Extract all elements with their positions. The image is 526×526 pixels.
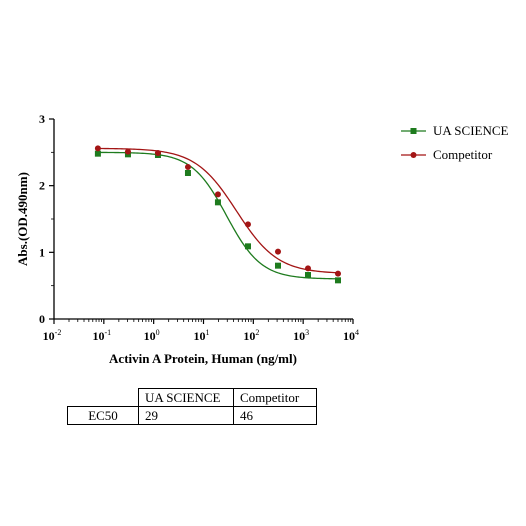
- data-point: [214, 199, 221, 206]
- table-cell: 46: [233, 406, 317, 425]
- data-point: [154, 150, 161, 156]
- x-tick-label: 10-2: [43, 328, 62, 343]
- data-point: [244, 221, 251, 228]
- x-tick-label: 101: [194, 328, 210, 343]
- legend: UA SCIENCE Competitor: [401, 123, 509, 162]
- table-cell: EC50: [67, 406, 139, 425]
- data-point: [184, 170, 191, 176]
- legend-label: Competitor: [433, 147, 493, 162]
- x-tick-label: 104: [343, 328, 359, 343]
- data-point: [214, 191, 221, 198]
- y-tick-label: 3: [39, 112, 45, 126]
- y-tick-label: 2: [39, 179, 45, 193]
- y-tick-label: 1: [39, 245, 45, 259]
- ec50-table: UA SCIENCE Competitor EC50 29 46: [67, 388, 317, 425]
- curve-ua-science: [97, 151, 339, 280]
- curve-competitor: [97, 147, 339, 274]
- data-points: [94, 145, 341, 284]
- table-row: EC50 29 46: [67, 406, 317, 425]
- table-header-cell: Competitor: [233, 388, 317, 407]
- data-point: [334, 277, 341, 284]
- data-point: [304, 265, 311, 272]
- legend-label: UA SCIENCE: [433, 123, 509, 138]
- x-tick-label: 100: [144, 328, 160, 343]
- table-cell: 29: [138, 406, 234, 425]
- table-header-cell: UA SCIENCE: [138, 388, 234, 407]
- y-tick-label: 0: [39, 312, 45, 326]
- legend-marker: [410, 128, 417, 134]
- data-point: [124, 148, 131, 155]
- data-point: [94, 150, 101, 157]
- x-tick-label: 10-1: [92, 328, 111, 343]
- x-tick-label: 102: [243, 328, 259, 343]
- tick-labels: 10-2 10-1 100 101 102 103 104 0 1 2 3: [39, 112, 359, 343]
- x-axis-title: Activin A Protein, Human (ng/ml): [109, 351, 297, 366]
- data-point: [274, 262, 281, 269]
- data-point: [304, 272, 311, 278]
- data-point: [274, 248, 281, 255]
- data-point: [184, 164, 191, 170]
- x-tick-label: 103: [293, 328, 309, 343]
- table-header-cell: [67, 388, 139, 407]
- tick-marks: [49, 118, 354, 324]
- data-point: [334, 270, 341, 277]
- y-axis-title: Abs.(OD.490nm): [15, 172, 30, 266]
- data-point: [244, 243, 251, 250]
- table-header-row: UA SCIENCE Competitor: [67, 388, 317, 407]
- data-point: [94, 145, 101, 152]
- legend-marker: [410, 152, 417, 158]
- fit-curves: [97, 147, 339, 280]
